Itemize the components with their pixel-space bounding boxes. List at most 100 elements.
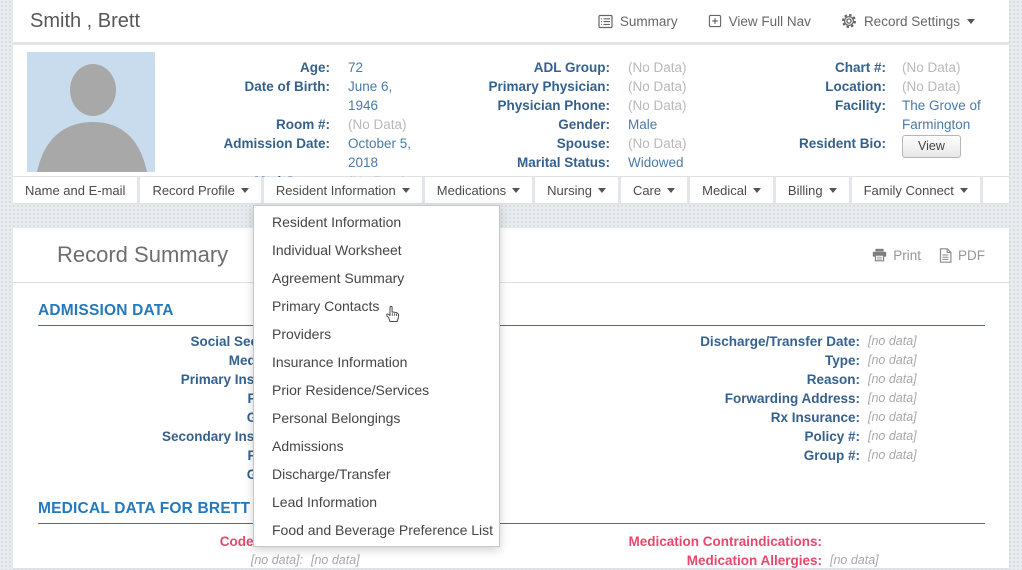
- tab-label: Name and E-mail: [25, 182, 126, 198]
- record-summary-header: Record Summary Print PDF: [13, 228, 1009, 283]
- menu-item-discharge-transfer[interactable]: Discharge/Transfer: [272, 466, 391, 482]
- field-value: [no data]: [868, 334, 917, 348]
- field-value: [no data]: [868, 410, 917, 424]
- table-row: [no data]: [no data] Medication Allergies…: [38, 551, 985, 570]
- chevron-down-icon: [752, 188, 761, 193]
- tab-label: Record Profile: [152, 182, 235, 198]
- chevron-down-icon: [967, 19, 975, 24]
- table-row: Social Security #: Discharge/Transfer Da…: [38, 332, 985, 351]
- menu-item-individual-worksheet[interactable]: Individual Worksheet: [272, 242, 402, 258]
- field-value: (No Data): [628, 79, 687, 94]
- tab-name-and-email[interactable]: Name and E-mail: [13, 177, 141, 203]
- menu-item-resident-information[interactable]: Resident Information: [272, 214, 402, 230]
- field-value: Widowed: [628, 155, 684, 170]
- record-settings-label: Record Settings: [863, 13, 960, 29]
- pdf-button[interactable]: PDF: [939, 248, 985, 263]
- view-resident-bio-button[interactable]: View: [902, 135, 961, 158]
- tab-billing[interactable]: Billing: [776, 177, 852, 203]
- field-value: 72: [348, 60, 364, 75]
- record-settings-button[interactable]: Record Settings: [841, 13, 975, 29]
- field-row: Chart #: (No Data): [633, 58, 1004, 77]
- plus-square-icon: [708, 14, 722, 28]
- field-label: Physician Phone:: [497, 98, 610, 113]
- tab-record-profile[interactable]: Record Profile: [140, 177, 264, 203]
- patient-info-panel: Age: 72 Date of Birth: June 6, 1946 Room #…: [13, 45, 1009, 189]
- table-row: Primary Insurance: Reason: [no data]: [38, 370, 985, 389]
- field-row: Physician Phone: (No Data): [353, 96, 730, 115]
- field-label: ADL Group:: [533, 60, 610, 75]
- field-value: (No Data): [628, 136, 687, 151]
- field-label: Discharge/Transfer Date:: [700, 334, 860, 349]
- summary-button[interactable]: Summary: [598, 14, 678, 29]
- view-full-nav-label: View Full Nav: [728, 13, 811, 29]
- field-row: Primary Physician: (No Data): [353, 77, 730, 96]
- tab-medications[interactable]: Medications: [425, 177, 536, 203]
- field-label: Policy #:: [804, 429, 860, 444]
- field-value: (No Data): [348, 117, 407, 132]
- field-value: [no data]: [868, 391, 917, 405]
- admission-data-fields: Social Security #: Discharge/Transfer Da…: [38, 332, 985, 484]
- field-label: Primary Physician:: [488, 79, 610, 94]
- field-value: The Grove of Farmington: [902, 98, 981, 132]
- table-row: Policy #: Group #:[no data]: [38, 446, 985, 465]
- tab-resident-information[interactable]: Resident Information: [264, 177, 425, 203]
- summary-list-icon: [598, 14, 613, 29]
- field-row: Room #: (No Data): [13, 115, 418, 134]
- field-label: Type:: [824, 353, 860, 368]
- patient-col-2: ADL Group: (No Data) Primary Physician: (N…: [353, 58, 730, 172]
- menu-item-prior-residence-services[interactable]: Prior Residence/Services: [272, 382, 430, 398]
- field-value: Male: [628, 117, 658, 132]
- field-label: Location:: [825, 79, 886, 94]
- field-value: [no data]: [868, 429, 917, 443]
- field-row: Marital Status: Widowed: [353, 153, 730, 172]
- chevron-down-icon: [667, 188, 676, 193]
- person-silhouette-icon: [37, 64, 147, 172]
- tab-family-connect[interactable]: Family Connect: [852, 177, 983, 203]
- page-title: Smith , Brett: [30, 9, 141, 32]
- field-label: [530, 465, 860, 484]
- table-row: Group #: Rx Insurance:[no data]: [38, 408, 985, 427]
- tab-care[interactable]: Care: [621, 177, 691, 203]
- record-summary-content: ADMISSION DATA Social Security #: Discha…: [13, 302, 1009, 570]
- field-label: Rx Insurance:: [770, 410, 860, 425]
- field-label: Medication Allergies:: [686, 553, 822, 568]
- patient-col-3: Chart #: (No Data) Location: (No Data) Fac…: [633, 58, 1004, 158]
- record-summary-panel: Record Summary Print PDF ADMISSION DATA …: [13, 228, 1009, 568]
- menu-item-food-beverage-preference-list[interactable]: Food and Beverage Preference List: [272, 522, 494, 538]
- table-row: Group #:: [38, 465, 985, 484]
- field-value: [no data]: [311, 553, 360, 567]
- field-label: Resident Bio:: [798, 136, 886, 151]
- resident-information-menu: Resident Information Individual Workshee…: [253, 205, 500, 547]
- field-value: (No Data): [628, 60, 687, 75]
- menu-item-personal-belongings[interactable]: Personal Belongings: [272, 410, 401, 426]
- table-row: Medicare #: Type:[no data]: [38, 351, 985, 370]
- field-label: [no data]:: [250, 553, 303, 567]
- printer-icon: [872, 248, 887, 262]
- section-title: Record Summary: [57, 242, 229, 267]
- chevron-down-icon: [512, 188, 521, 193]
- field-value: (No Data): [902, 79, 961, 94]
- tab-medical[interactable]: Medical: [690, 177, 776, 203]
- summary-button-label: Summary: [619, 13, 678, 29]
- menu-item-insurance-information[interactable]: Insurance Information: [272, 354, 408, 370]
- menu-item-agreement-summary[interactable]: Agreement Summary: [272, 270, 405, 286]
- chevron-down-icon: [828, 188, 837, 193]
- print-button-label: Print: [893, 247, 921, 263]
- view-full-nav-button[interactable]: View Full Nav: [708, 14, 811, 29]
- tab-label: Billing: [787, 182, 823, 198]
- table-row: Policy #: Forwarding Address:[no data]: [38, 389, 985, 408]
- tab-nursing[interactable]: Nursing: [535, 177, 621, 203]
- menu-item-primary-contacts[interactable]: Primary Contacts: [272, 298, 380, 314]
- field-label: Forwarding Address:: [724, 391, 860, 406]
- field-label: Room #:: [276, 117, 330, 132]
- field-value: October 5, 2018: [348, 136, 412, 170]
- menu-item-providers[interactable]: Providers: [272, 326, 332, 342]
- field-value: June 6, 1946: [348, 79, 393, 113]
- menu-item-admissions[interactable]: Admissions: [272, 438, 344, 454]
- field-value: [no data]: [868, 372, 917, 386]
- menu-item-lead-information[interactable]: Lead Information: [272, 494, 378, 510]
- patient-photo: [27, 52, 155, 172]
- field-label: Group #:: [803, 448, 860, 463]
- field-label: Date of Birth:: [244, 79, 331, 94]
- print-button[interactable]: Print: [872, 248, 921, 263]
